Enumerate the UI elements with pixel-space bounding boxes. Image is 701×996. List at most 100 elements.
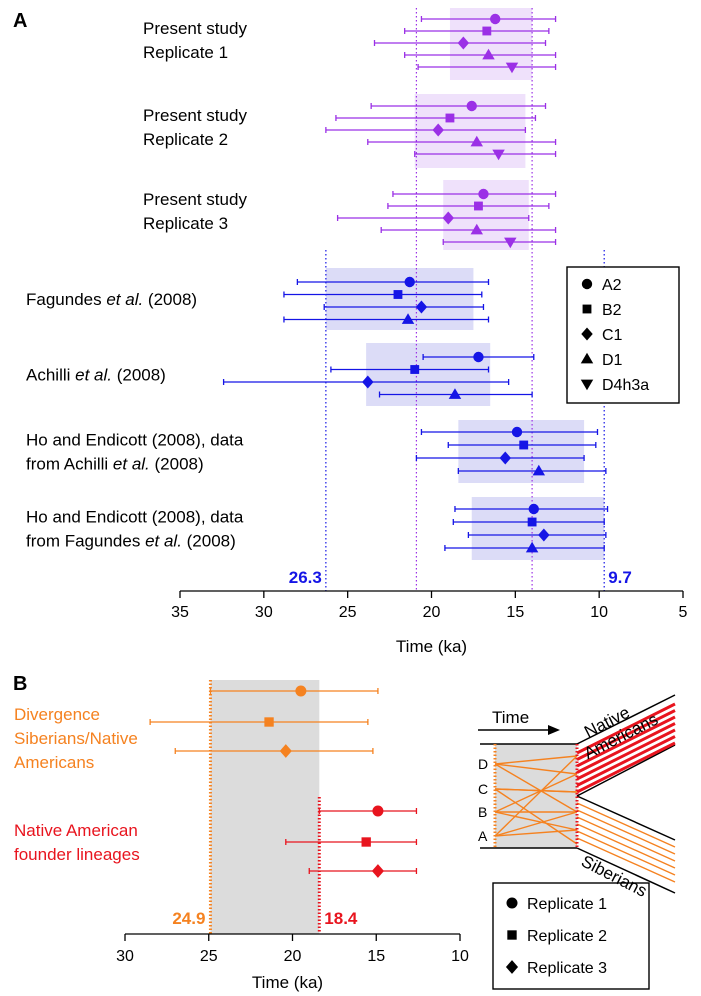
siberian-lineage-6 xyxy=(576,837,676,883)
siberian-lineage-4 xyxy=(576,823,676,869)
reference-label-2: 9.7 xyxy=(608,568,632,587)
group-1-c1-point xyxy=(457,36,470,50)
panel-b-group-1-label-line-2: Siberians/Native xyxy=(14,729,138,748)
native-lineage-2 xyxy=(576,709,676,761)
group-4-b2-point xyxy=(393,290,403,299)
group-7-label-line-1: Ho and Endicott (2008), data xyxy=(26,508,244,527)
legend-b-marker-3 xyxy=(505,960,519,974)
group-7-c1-point xyxy=(538,528,550,542)
group-7-label-part-2: et al. xyxy=(145,532,182,551)
group-3-label-line-1: Present study xyxy=(143,190,247,209)
panel-b-group-2-replicate-1-point xyxy=(372,805,384,817)
group-6-label-line-1: Ho and Endicott (2008), data xyxy=(26,431,244,450)
panel-b-x-axis-title: Time (ka) xyxy=(252,973,323,992)
schematic-lineage-2-2 xyxy=(494,788,578,845)
panel-b-reference-label-1: 24.9 xyxy=(172,909,205,928)
group-6-label-part-2: et al. xyxy=(113,455,150,474)
group-6-label-part-1: Ho and Endicott (2008), data xyxy=(26,431,244,450)
legend-a-label-a2: A2 xyxy=(602,277,622,294)
group-7-a2-point xyxy=(528,503,539,515)
siberian-lineage-2 xyxy=(576,809,676,855)
schematic-lineage-label-b: B xyxy=(478,804,487,820)
x-tick-label-4: 20 xyxy=(423,604,441,621)
schematic-lineage-1-3 xyxy=(494,763,578,775)
legend-a: A2 B2 C1 D1 D4h3a xyxy=(566,266,680,404)
schematic-lineage-3-2 xyxy=(494,773,578,813)
group-5-label-part-2: et al. xyxy=(75,366,112,385)
x-tick-label-6: 10 xyxy=(590,604,608,621)
legend-b-label-1: Replicate 1 xyxy=(527,896,607,913)
schematic-lineage-3-1 xyxy=(494,811,578,831)
group-3-d4h3a-point xyxy=(504,237,517,249)
group-2-d1-point xyxy=(470,135,484,147)
x-tick-label-3: 25 xyxy=(339,604,357,621)
panel-b-group-2-replicate-2-point xyxy=(361,837,371,847)
panel-b-reference-label-2: 18.4 xyxy=(324,909,358,928)
legend-b-marker-2 xyxy=(507,930,517,940)
group-5-a2-point xyxy=(473,351,484,363)
group-1-d1-point xyxy=(482,48,495,60)
group-5-b2-point xyxy=(410,365,420,374)
x-tick-label-5: 15 xyxy=(506,604,524,621)
panel-b-x-tick-label-4: 15 xyxy=(367,948,385,965)
legend-b-label-2: Replicate 2 xyxy=(527,928,607,945)
schematic-lineage-4-1 xyxy=(494,755,578,837)
group-1-label-line-2: Replicate 1 xyxy=(143,43,228,62)
panel-b-group-1-label-line-1: Divergence xyxy=(14,705,100,724)
native-lineage-3 xyxy=(576,715,676,768)
native-branch-top-edge xyxy=(576,694,676,745)
group-7-label-part-1: Ho and Endicott (2008), data xyxy=(26,508,244,527)
group-7-label-line-2: from Fagundes et al. (2008) xyxy=(26,532,236,551)
legend-a-marker-d4h3a xyxy=(580,379,594,391)
x-axis-title: Time (ka) xyxy=(396,637,467,656)
panel-b-group-2-label-line-2: founder lineages xyxy=(14,845,140,864)
legend-a-label-d1: D1 xyxy=(602,352,623,369)
schematic-lineage-1-2 xyxy=(494,763,578,813)
panel-b-x-tick-label-3: 20 xyxy=(284,948,302,965)
group-5-d1-point xyxy=(448,388,462,399)
group-7-b2-point xyxy=(527,517,537,527)
panel-b-group-2-replicate-3-point xyxy=(371,864,384,878)
group-3-label-line-2: Replicate 3 xyxy=(143,214,228,233)
group-2-label-line-2: Replicate 2 xyxy=(143,130,228,149)
group-4-d1-point xyxy=(401,313,415,324)
group-3-d1-point xyxy=(470,223,484,235)
time-label: Time xyxy=(492,708,529,727)
native-lineage-5 xyxy=(576,728,676,781)
group-2-label-line-1: Present study xyxy=(143,106,247,125)
group-4-label-part-2: et al. xyxy=(106,290,143,309)
group-3-a2-point xyxy=(478,188,489,200)
group-5-label-part-1: Achilli xyxy=(26,366,75,385)
legend-b: Replicate 1 Replicate 2 Replicate 3 xyxy=(492,882,650,990)
group-4-c1-point xyxy=(415,300,428,314)
group-7-label-part-1: from Fagundes xyxy=(26,532,145,551)
group-3-b2-point xyxy=(474,201,483,211)
panel-b-group-2-label-line-1: Native American xyxy=(14,821,138,840)
group-2-c1-point xyxy=(432,123,444,137)
siberian-branch-top-edge xyxy=(576,795,676,841)
group-7-d1-point xyxy=(525,541,539,553)
panel-b-x-tick-label-2: 25 xyxy=(200,948,218,965)
legend-a-marker-b2 xyxy=(582,304,592,314)
group-1-d4h3a-point xyxy=(505,62,519,74)
x-tick-label-1: 35 xyxy=(171,604,189,621)
group-6-d1-point xyxy=(532,464,546,476)
panel-b-x-tick-label-5: 10 xyxy=(451,948,469,965)
panel-b-chart: 24.9 18.4 Divergence Siberians/Native Americ… xyxy=(14,680,650,992)
legend-a-label-d4h3a: D4h3a xyxy=(602,377,649,394)
panel-b-group-1-label-line-3: Americans xyxy=(14,753,94,772)
group-2-d4h3a-point xyxy=(492,149,505,161)
group-6-c1-point xyxy=(499,451,511,465)
panel-a-letter: A xyxy=(13,10,27,32)
group-4-interval-box xyxy=(325,268,474,330)
legend-a-label-c1: C1 xyxy=(602,327,623,344)
reference-label-1: 26.3 xyxy=(289,568,322,587)
legend-b-frame xyxy=(492,882,650,990)
legend-a-label-b2: B2 xyxy=(602,302,622,319)
x-tick-label-2: 30 xyxy=(255,604,273,621)
schematic-lineage-4-2 xyxy=(494,811,578,837)
group-7-label-part-3: (2008) xyxy=(182,532,236,551)
schematic-lineage-label-a: A xyxy=(478,828,488,844)
